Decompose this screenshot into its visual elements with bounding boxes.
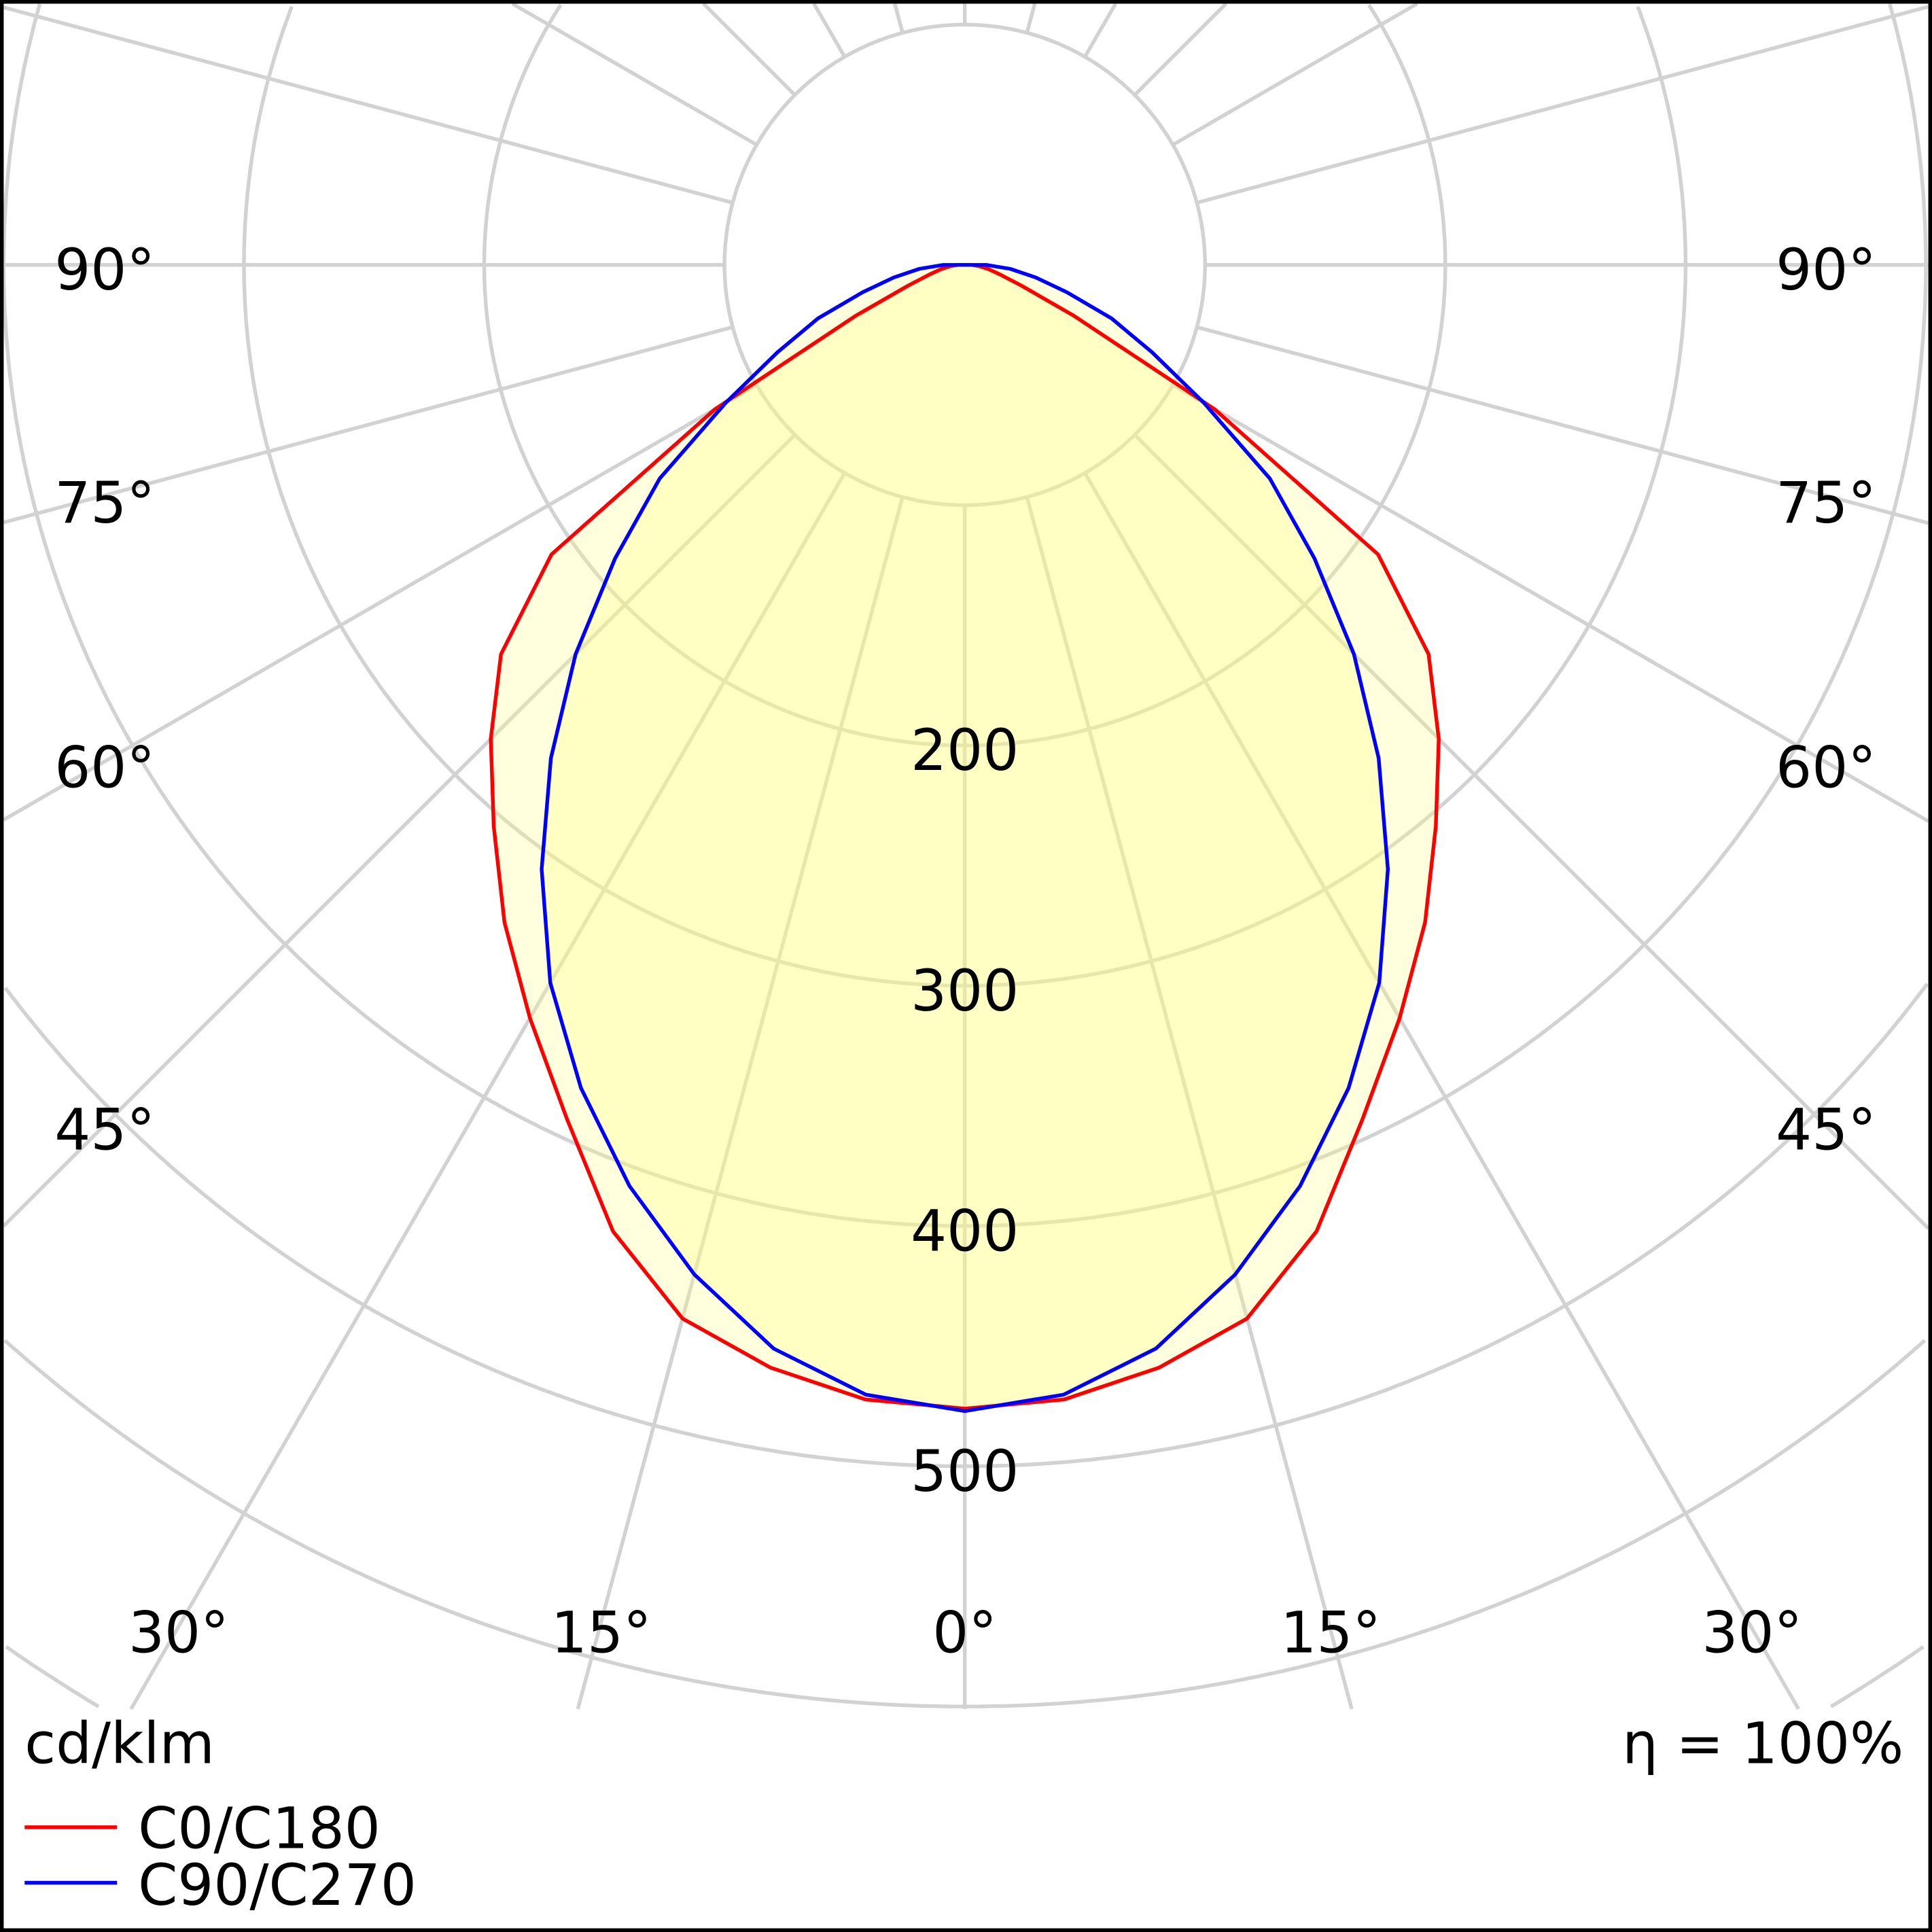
grid-spoke xyxy=(2,433,796,1227)
radial-tick-label: 400 xyxy=(911,1198,1019,1264)
legend-label-c90-c270: C90/C270 xyxy=(138,1852,417,1918)
fill-c90-c270 xyxy=(542,264,1388,1411)
grid-spoke xyxy=(1133,433,1930,1230)
labels: 200 300 400 500 90° 75° 60° 45° 30° 15° … xyxy=(24,237,1903,1777)
grid-spoke xyxy=(1025,3,1037,34)
polar-grid xyxy=(1,2,1930,1710)
fill-c0-c180 xyxy=(491,264,1439,1409)
angle-label-left-60: 60° xyxy=(54,735,155,801)
angle-label-left-15: 15° xyxy=(551,1600,652,1666)
grid-spoke xyxy=(1172,2,1418,147)
radial-tick-label: 300 xyxy=(911,958,1019,1024)
angle-label-right-60: 60° xyxy=(1776,735,1876,801)
angle-label-right-45: 45° xyxy=(1776,1097,1876,1163)
grid-spoke xyxy=(3,325,733,525)
grid-ring-200 xyxy=(482,3,1447,748)
angle-label-left-45: 45° xyxy=(54,1097,155,1163)
grid-spoke xyxy=(1196,325,1929,525)
radial-tick-label: 500 xyxy=(911,1439,1019,1505)
efficiency-label: η = 100% xyxy=(1622,1711,1903,1777)
angle-label-left-75: 75° xyxy=(54,470,155,536)
grid-ring-600 xyxy=(3,1339,1927,1708)
grid-spoke xyxy=(702,2,796,96)
angle-label-right-30: 30° xyxy=(1702,1600,1802,1666)
grid-spoke xyxy=(511,2,758,147)
grid-ring-300 xyxy=(242,5,1688,988)
grid-spoke xyxy=(129,472,847,1710)
angle-label-0: 0° xyxy=(932,1600,997,1666)
curves xyxy=(489,263,1441,1413)
grid-ring-500 xyxy=(3,982,1929,1469)
grid-spoke xyxy=(1025,496,1354,1710)
grid-spoke xyxy=(576,496,904,1710)
grid-spoke xyxy=(3,383,758,822)
grid-spoke xyxy=(1083,472,1800,1710)
grid-ring-400 xyxy=(1,3,1928,1228)
angle-label-left-90: 90° xyxy=(54,237,155,303)
grid-spoke xyxy=(812,3,847,58)
angle-label-right-90: 90° xyxy=(1776,237,1876,303)
grid-spoke xyxy=(1133,2,1227,96)
grid-ring-700 xyxy=(5,1645,1925,1708)
grid-spoke xyxy=(1083,3,1117,58)
grid-spoke xyxy=(1196,5,1929,205)
angle-label-right-15: 15° xyxy=(1280,1600,1381,1666)
radial-tick-label: 200 xyxy=(911,718,1019,784)
grid-spoke xyxy=(893,3,904,34)
curve-c90-c270 xyxy=(540,263,1390,1413)
grid-spoke xyxy=(3,5,733,205)
unit-label: cd/klm xyxy=(24,1711,215,1777)
angle-label-left-30: 30° xyxy=(128,1600,229,1666)
angle-label-right-75: 75° xyxy=(1776,470,1876,536)
curve-fills xyxy=(491,264,1439,1411)
legend: C0/C180 C90/C270 xyxy=(24,1796,417,1918)
legend-label-c0-c180: C0/C180 xyxy=(138,1796,381,1862)
grid-spoke xyxy=(1172,383,1929,823)
